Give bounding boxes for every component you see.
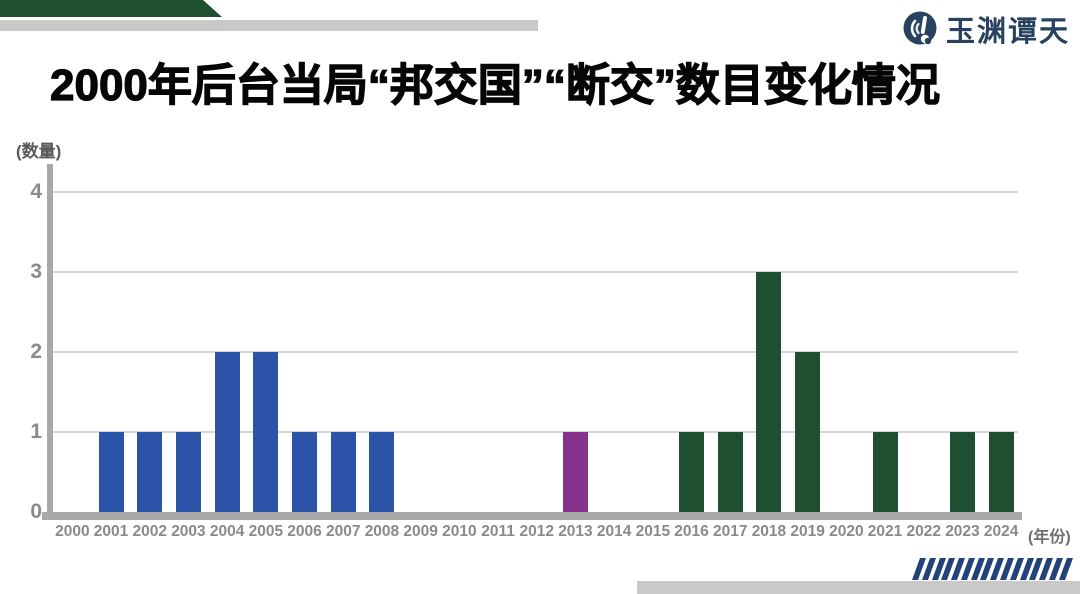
top-gray-strip — [0, 20, 538, 31]
bar-2024 — [988, 432, 1014, 512]
x-tick-label-2021: 2021 — [867, 523, 903, 540]
x-axis-unit-label: (年份) — [1028, 529, 1071, 546]
y-axis-line — [47, 164, 53, 514]
bar-2016 — [679, 432, 705, 512]
x-tick-label-2017: 2017 — [712, 523, 748, 540]
gridline-y4 — [53, 191, 1018, 193]
x-tick-label-2007: 2007 — [325, 523, 361, 540]
x-tick-label-2011: 2011 — [481, 523, 515, 540]
bar-2017 — [717, 432, 743, 512]
x-tick-label-2000: 2000 — [55, 523, 90, 540]
bar-2003 — [175, 432, 201, 512]
bar-2006 — [292, 432, 318, 512]
x-tick-label-2016: 2016 — [674, 523, 709, 540]
x-tick-label-2004: 2004 — [209, 523, 245, 540]
logo-icon — [901, 10, 939, 48]
bar-2001 — [98, 432, 124, 512]
x-axis-line — [42, 512, 1022, 520]
bar-2002 — [137, 432, 163, 512]
bottom-gray-strip — [637, 581, 1080, 594]
y-tick-label-2: 2 — [30, 340, 42, 363]
y-tick-label-1: 1 — [30, 420, 42, 443]
x-tick-label-2009: 2009 — [403, 523, 438, 540]
logo: 玉渊谭天 — [901, 8, 1070, 50]
y-axis-unit-label: (数量) — [16, 142, 62, 161]
bar-2019 — [795, 352, 821, 512]
y-tick-label-3: 3 — [30, 260, 42, 283]
y-tick-label-0: 0 — [30, 500, 42, 523]
bar-2005 — [253, 352, 279, 512]
bar-2018 — [756, 272, 782, 512]
gridline-y2 — [53, 351, 1018, 353]
x-tick-label-2020: 2020 — [829, 523, 864, 540]
x-tick-label-2018: 2018 — [751, 523, 787, 540]
bar-2013 — [562, 432, 588, 512]
bottom-right-slash-decoration — [911, 558, 1073, 580]
x-tick-label-2006: 2006 — [287, 523, 322, 540]
bar-2007 — [330, 432, 356, 512]
x-tick-label-2012: 2012 — [519, 523, 554, 540]
bar-2004 — [214, 352, 240, 512]
gridline-y3 — [53, 271, 1018, 273]
x-tick-label-2010: 2010 — [442, 523, 477, 540]
top-left-banner — [0, 0, 222, 17]
x-tick-label-2001: 2001 — [93, 523, 129, 540]
bar-2021 — [872, 432, 898, 512]
y-tick-label-4: 4 — [30, 180, 42, 203]
x-tick-label-2015: 2015 — [635, 523, 671, 540]
x-tick-label-2002: 2002 — [132, 523, 167, 540]
x-tick-label-2022: 2022 — [906, 523, 941, 540]
x-tick-label-2013: 2013 — [558, 523, 593, 540]
bar-2023 — [949, 432, 975, 512]
page-title: 2000年后台当局“邦交国”“断交”数目变化情况 — [49, 60, 940, 110]
x-tick-label-2008: 2008 — [364, 523, 400, 540]
bar-2008 — [369, 432, 395, 512]
x-tick-label-2014: 2014 — [596, 523, 632, 540]
x-tick-label-2005: 2005 — [248, 523, 284, 540]
x-tick-label-2019: 2019 — [790, 523, 825, 540]
x-tick-label-2023: 2023 — [945, 523, 980, 540]
logo-text: 玉渊谭天 — [946, 14, 1071, 48]
x-tick-label-2003: 2003 — [171, 523, 206, 540]
gridline-y1 — [53, 431, 1018, 433]
x-tick-label-2024: 2024 — [983, 523, 1019, 540]
